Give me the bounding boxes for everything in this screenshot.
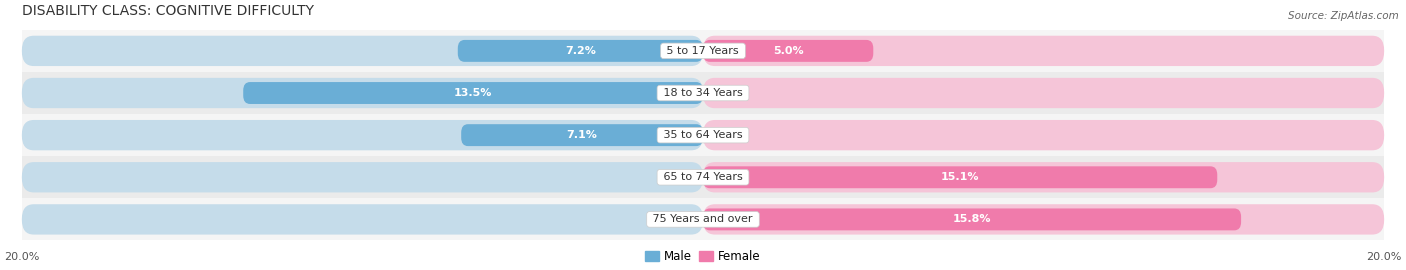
FancyBboxPatch shape — [703, 120, 1384, 150]
Text: 18 to 34 Years: 18 to 34 Years — [659, 88, 747, 98]
Text: 15.1%: 15.1% — [941, 172, 980, 182]
Legend: Male, Female: Male, Female — [641, 245, 765, 268]
FancyBboxPatch shape — [22, 36, 703, 66]
Bar — [22, 114, 1384, 156]
Bar — [22, 198, 1384, 241]
Text: DISABILITY CLASS: COGNITIVE DIFFICULTY: DISABILITY CLASS: COGNITIVE DIFFICULTY — [22, 4, 314, 18]
Text: 0.0%: 0.0% — [661, 172, 689, 182]
Text: 7.2%: 7.2% — [565, 46, 596, 56]
Text: 35 to 64 Years: 35 to 64 Years — [659, 130, 747, 140]
Text: 5.0%: 5.0% — [773, 46, 803, 56]
FancyBboxPatch shape — [703, 36, 1384, 66]
Bar — [22, 72, 1384, 114]
FancyBboxPatch shape — [22, 162, 703, 193]
FancyBboxPatch shape — [22, 78, 703, 108]
FancyBboxPatch shape — [243, 82, 703, 104]
FancyBboxPatch shape — [703, 204, 1384, 235]
Text: 65 to 74 Years: 65 to 74 Years — [659, 172, 747, 182]
FancyBboxPatch shape — [703, 162, 1384, 193]
FancyBboxPatch shape — [22, 204, 703, 235]
FancyBboxPatch shape — [461, 124, 703, 146]
Bar — [22, 30, 1384, 72]
Text: 0.0%: 0.0% — [717, 130, 745, 140]
FancyBboxPatch shape — [703, 40, 873, 62]
Text: 0.0%: 0.0% — [661, 214, 689, 224]
FancyBboxPatch shape — [703, 208, 1241, 230]
Text: 0.0%: 0.0% — [717, 88, 745, 98]
Text: 5 to 17 Years: 5 to 17 Years — [664, 46, 742, 56]
Text: 15.8%: 15.8% — [953, 214, 991, 224]
FancyBboxPatch shape — [458, 40, 703, 62]
Text: 75 Years and over: 75 Years and over — [650, 214, 756, 224]
FancyBboxPatch shape — [703, 166, 1218, 188]
FancyBboxPatch shape — [22, 120, 703, 150]
FancyBboxPatch shape — [703, 78, 1384, 108]
Text: 7.1%: 7.1% — [567, 130, 598, 140]
Bar — [22, 156, 1384, 198]
Text: 13.5%: 13.5% — [454, 88, 492, 98]
Text: Source: ZipAtlas.com: Source: ZipAtlas.com — [1288, 11, 1399, 21]
